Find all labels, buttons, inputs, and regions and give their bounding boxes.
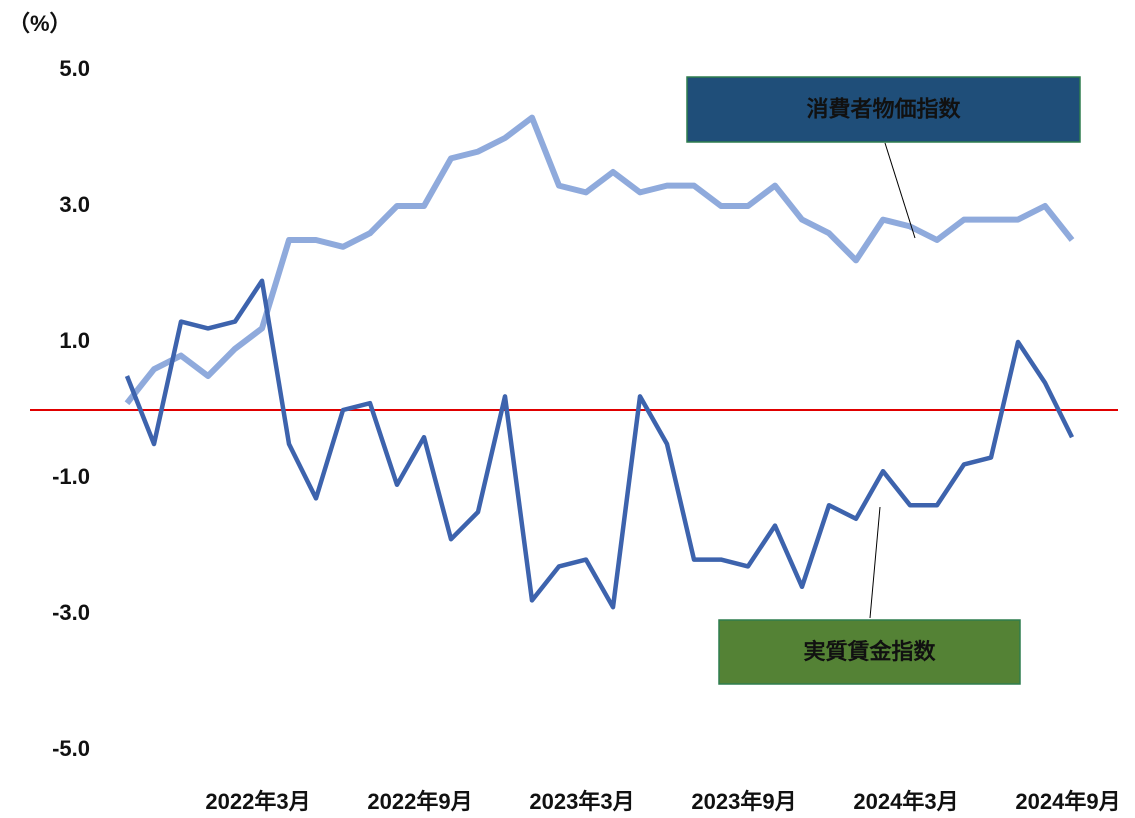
legend-label: 消費者物価指数 [806,96,961,121]
x-tick-label: 2022年9月 [367,789,472,814]
y-tick-label: -1.0 [52,464,90,489]
legend-box [718,619,1021,685]
y-tick-label: 5.0 [59,56,90,81]
legend-box [686,76,1081,143]
y-tick-label: -5.0 [52,736,90,761]
y-tick-label: -3.0 [52,600,90,625]
y-tick-label: 1.0 [59,328,90,353]
series-line [124,114,1075,406]
x-tick-label: 2023年9月 [691,789,796,814]
y-unit-label: （%） [8,11,72,36]
leader-line [869,506,881,619]
legend-label: 実質賃金指数 [803,639,936,664]
x-tick-label: 2022年3月 [205,789,310,814]
leader-line [884,142,916,239]
x-tick-label: 2024年3月 [853,789,958,814]
series-line [124,278,1075,610]
y-tick-label: 3.0 [59,192,90,217]
x-tick-label: 2024年9月 [1015,789,1120,814]
x-tick-label: 2023年3月 [529,789,634,814]
